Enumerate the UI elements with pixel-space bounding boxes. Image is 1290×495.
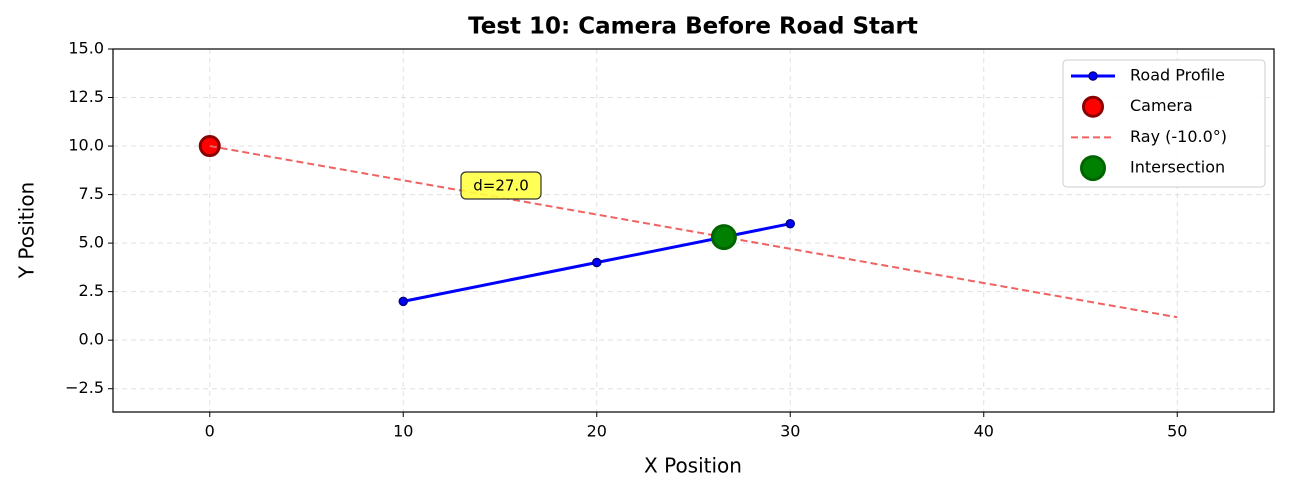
x-tick-label: 10 bbox=[393, 422, 413, 441]
y-tick-label: 0.0 bbox=[79, 330, 104, 349]
ray-line bbox=[209, 145, 1178, 319]
y-tick-label: 15.0 bbox=[68, 39, 104, 58]
y-axis-label: Y Position bbox=[15, 182, 39, 279]
marker bbox=[398, 296, 408, 307]
y-tick-label: 2.5 bbox=[79, 281, 104, 300]
x-tick-label: 0 bbox=[205, 422, 215, 441]
legend-label: Intersection bbox=[1130, 158, 1225, 177]
legend-label: Ray (-10.0°) bbox=[1130, 127, 1227, 146]
legend-label: Camera bbox=[1130, 96, 1193, 115]
x-tick-label: 50 bbox=[1167, 422, 1187, 441]
marker bbox=[710, 224, 737, 251]
x-tick-label: 40 bbox=[974, 422, 994, 441]
legend-label: Road Profile bbox=[1130, 66, 1225, 85]
y-tick-label: −2.5 bbox=[65, 378, 104, 397]
marker bbox=[785, 218, 795, 229]
plot-frame bbox=[112, 48, 1275, 413]
x-axis-label: X Position bbox=[644, 454, 742, 478]
annotation-box bbox=[460, 171, 542, 200]
y-tick-label: 7.5 bbox=[79, 184, 104, 203]
x-tick-label: 30 bbox=[780, 422, 800, 441]
legend-marker bbox=[1082, 95, 1104, 118]
chart-title: Test 10: Camera Before Road Start bbox=[468, 14, 918, 40]
annotation: d=27.0 bbox=[460, 171, 542, 200]
legend: Road Profile Camera Ray (-10.0°) Intersecti… bbox=[1062, 59, 1266, 188]
legend-marker bbox=[1080, 155, 1106, 182]
y-tick-label: 5.0 bbox=[79, 233, 104, 252]
y-tick-label: 10.0 bbox=[68, 136, 104, 155]
x-tick-label: 20 bbox=[587, 422, 607, 441]
y-tick-label: 12.5 bbox=[68, 87, 104, 106]
legend-marker bbox=[1088, 71, 1098, 81]
annotation-text: d=27.0 bbox=[473, 177, 529, 195]
marker bbox=[592, 257, 602, 268]
legend-box bbox=[1062, 59, 1266, 188]
